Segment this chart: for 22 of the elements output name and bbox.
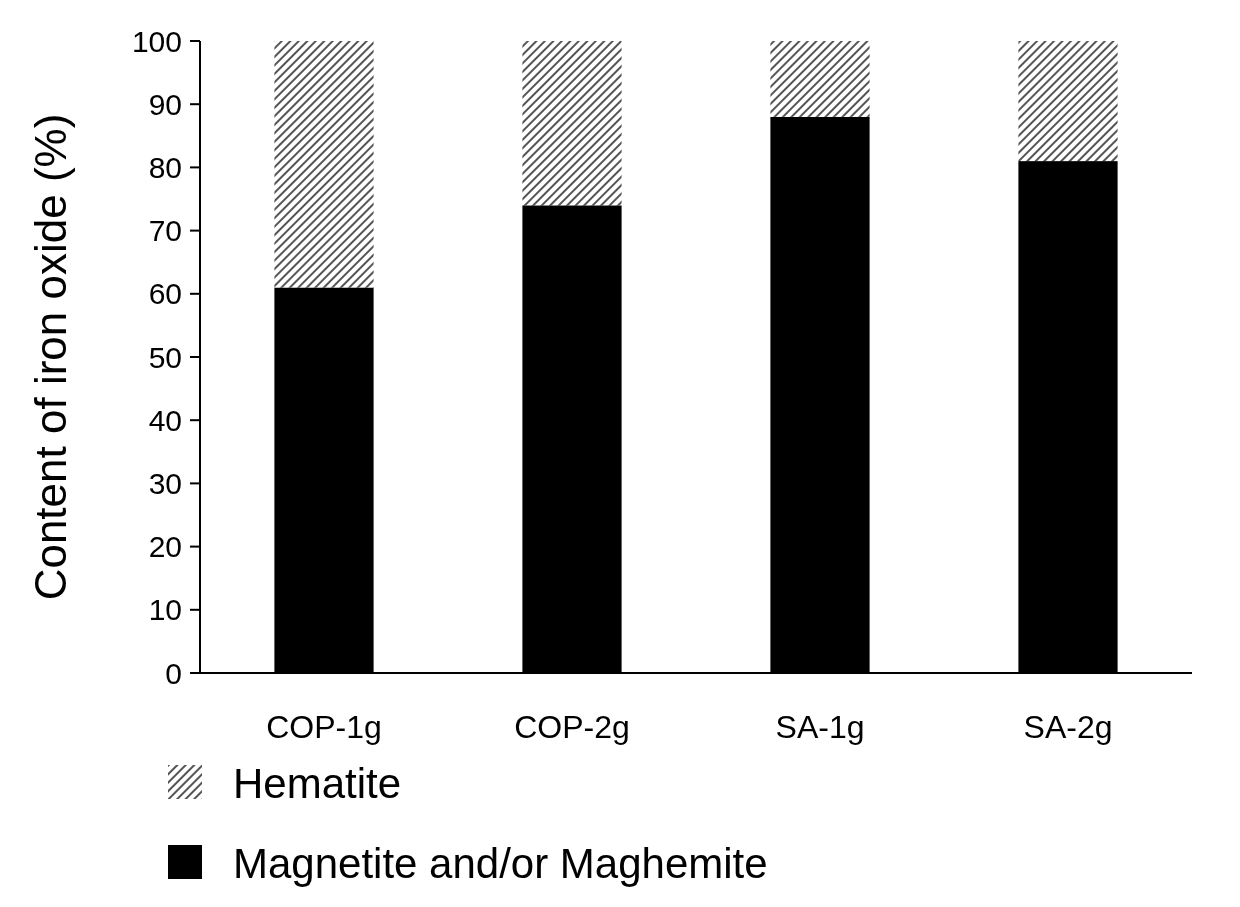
y-tick-label: 40 <box>148 403 182 437</box>
x-tick-label: SA-2g <box>1023 709 1113 745</box>
bar <box>770 41 870 117</box>
y-axis-title: Content of iron oxide (%) <box>26 113 75 601</box>
legend-label: Hematite <box>233 759 402 807</box>
bar <box>522 41 622 206</box>
bar <box>274 41 374 288</box>
y-tick-label: 70 <box>148 214 182 248</box>
x-tick-label: COP-2g <box>514 709 630 745</box>
x-tick-label: SA-1g <box>775 709 865 745</box>
y-tick-label: 90 <box>148 87 182 121</box>
y-tick-label: 60 <box>148 277 182 311</box>
x-tick-label: COP-1g <box>266 709 382 745</box>
y-tick-label: 30 <box>148 466 182 500</box>
y-tick-label: 80 <box>148 150 182 184</box>
y-tick-label: 0 <box>165 656 182 690</box>
y-tick-label: 100 <box>131 24 182 58</box>
bar <box>1018 41 1118 162</box>
y-tick-label: 50 <box>148 340 182 374</box>
legend-label: Magnetite and/or Maghemite <box>233 839 768 887</box>
y-tick-label: 10 <box>148 593 182 627</box>
y-tick-label: 20 <box>148 530 182 564</box>
